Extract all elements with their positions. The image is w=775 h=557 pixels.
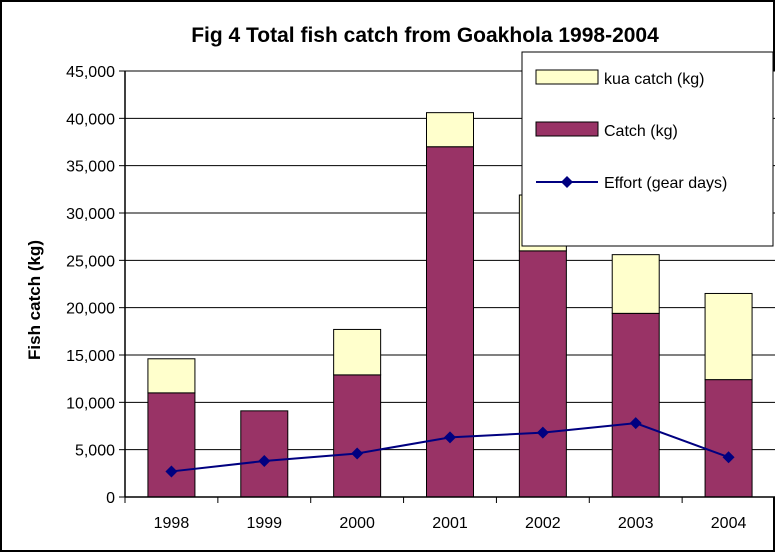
- y-tick-label: 15,000: [66, 348, 115, 365]
- plot-area: 0 5,000 10,000 15,000 20,000 25,000 30,000 35,0…: [66, 64, 775, 532]
- y-tick-label: 25,000: [66, 253, 115, 270]
- bar-catch: [333, 374, 382, 498]
- chart-title: Fig 4 Total fish catch from Goakhola 199…: [191, 24, 659, 47]
- x-tick-label: 2001: [432, 515, 468, 532]
- bar-kua-catch: [147, 358, 196, 394]
- bar-kua-catch: [426, 112, 474, 148]
- effort-point: [536, 426, 549, 439]
- y-tick-label: 45,000: [66, 64, 115, 81]
- legend-swatch: [535, 121, 599, 137]
- bar-kua-catch: [704, 292, 753, 381]
- bar-catch: [147, 392, 196, 498]
- bar-catch: [518, 250, 567, 498]
- bar-kua-catch: [611, 254, 660, 314]
- legend-marker: [561, 176, 573, 188]
- y-tick-label: 35,000: [66, 159, 115, 176]
- bar-catch: [704, 379, 753, 498]
- x-tick-label: 2000: [339, 515, 375, 532]
- legend-label: Effort (gear days): [604, 175, 727, 192]
- bar-catch: [240, 410, 289, 498]
- effort-point: [629, 417, 642, 430]
- effort-point: [722, 451, 735, 464]
- y-axis-label: Fish catch (kg): [25, 240, 44, 360]
- x-tick-label: 1999: [246, 515, 282, 532]
- x-tick-label: 2003: [618, 515, 654, 532]
- bar-catch: [611, 312, 660, 498]
- effort-point: [258, 455, 271, 468]
- y-tick-label: 40,000: [66, 111, 115, 128]
- effort-point: [444, 431, 456, 444]
- x-tick-label: 2004: [711, 515, 747, 532]
- legend-label: kua catch (kg): [604, 71, 704, 88]
- legend-swatch: [535, 69, 599, 85]
- y-tick-label: 20,000: [66, 301, 115, 318]
- x-tick-label: 2002: [525, 515, 561, 532]
- y-tick-label: 30,000: [66, 206, 115, 223]
- legend-label: Catch (kg): [604, 123, 678, 140]
- bar-kua-catch: [333, 328, 382, 376]
- bar-catch: [426, 146, 474, 498]
- x-tick-label: 1998: [154, 515, 190, 532]
- legend: kua catch (kg) Catch (kg) Effort (gear day…: [521, 51, 774, 247]
- y-tick-label: 5,000: [75, 443, 115, 460]
- effort-point: [351, 447, 364, 460]
- y-tick-label: 0: [106, 490, 115, 507]
- effort-point: [165, 465, 178, 478]
- y-tick-label: 10,000: [66, 395, 115, 412]
